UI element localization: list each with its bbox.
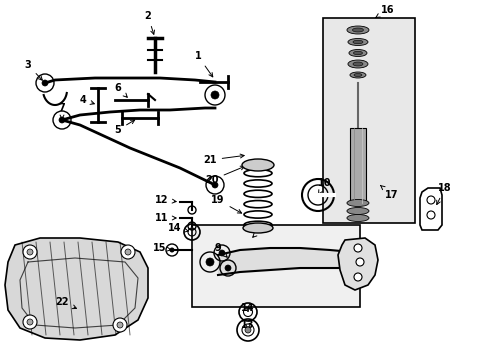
Circle shape (212, 182, 218, 188)
Circle shape (27, 249, 33, 255)
Text: 2: 2 (144, 11, 154, 34)
Circle shape (355, 258, 363, 266)
Circle shape (224, 265, 230, 271)
Text: 7: 7 (59, 103, 65, 119)
Text: 14: 14 (168, 223, 188, 233)
Ellipse shape (346, 207, 368, 215)
Ellipse shape (352, 62, 362, 66)
Bar (349, 128, 365, 203)
Circle shape (113, 318, 127, 332)
Text: 19: 19 (211, 195, 241, 213)
Ellipse shape (347, 39, 367, 45)
Circle shape (23, 315, 37, 329)
Bar (323, 18, 414, 223)
Circle shape (244, 327, 250, 333)
Circle shape (125, 249, 131, 255)
Polygon shape (337, 238, 377, 290)
Ellipse shape (349, 72, 365, 78)
Circle shape (205, 258, 214, 266)
Bar (192, 225, 359, 307)
Circle shape (353, 244, 361, 252)
Ellipse shape (348, 49, 366, 57)
Text: 1: 1 (194, 51, 212, 77)
Text: 11: 11 (155, 213, 176, 223)
Ellipse shape (352, 28, 363, 32)
Ellipse shape (346, 26, 368, 34)
Text: 10: 10 (318, 178, 331, 194)
Polygon shape (5, 238, 148, 340)
Text: 20: 20 (205, 166, 244, 185)
Text: 17: 17 (380, 185, 398, 200)
Circle shape (27, 319, 33, 325)
Circle shape (210, 91, 219, 99)
Ellipse shape (346, 199, 368, 207)
Text: 6: 6 (114, 83, 127, 97)
Circle shape (23, 245, 37, 259)
Text: 21: 21 (203, 154, 244, 165)
Text: 22: 22 (55, 297, 76, 309)
Ellipse shape (347, 60, 367, 68)
Circle shape (426, 211, 434, 219)
Text: 16: 16 (375, 5, 394, 18)
Text: 5: 5 (114, 120, 134, 135)
Circle shape (121, 245, 135, 259)
Text: 3: 3 (24, 60, 42, 80)
Ellipse shape (243, 223, 272, 233)
Ellipse shape (346, 215, 368, 221)
Ellipse shape (352, 40, 362, 44)
Text: 15: 15 (153, 243, 171, 253)
Circle shape (219, 250, 224, 256)
Text: 13: 13 (241, 320, 254, 330)
Circle shape (117, 322, 123, 328)
Ellipse shape (242, 159, 273, 171)
Circle shape (353, 273, 361, 281)
Text: 12: 12 (155, 195, 176, 205)
Text: 8: 8 (252, 223, 265, 237)
Circle shape (426, 196, 434, 204)
Circle shape (169, 248, 174, 252)
Text: 14: 14 (241, 303, 254, 313)
Circle shape (42, 80, 48, 86)
Circle shape (59, 117, 65, 123)
Text: 18: 18 (436, 183, 451, 204)
Text: 9: 9 (214, 243, 227, 257)
Ellipse shape (353, 51, 362, 55)
Ellipse shape (353, 73, 361, 77)
Text: 4: 4 (80, 95, 94, 105)
